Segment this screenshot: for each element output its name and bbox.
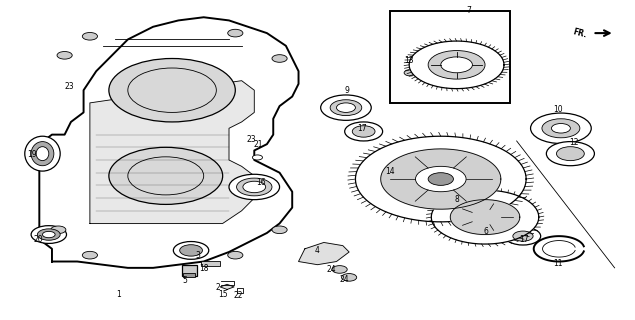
Bar [390,11,511,103]
Ellipse shape [25,136,60,171]
Text: 6: 6 [483,227,488,236]
Circle shape [441,57,472,73]
Text: 2: 2 [215,283,220,292]
Text: 1: 1 [116,290,121,299]
Text: 18: 18 [199,264,208,273]
Text: 11: 11 [553,259,563,268]
Circle shape [321,95,371,120]
Ellipse shape [505,227,540,245]
Circle shape [228,252,243,259]
Text: 16: 16 [256,178,265,187]
Text: 14: 14 [385,167,395,176]
Polygon shape [298,243,349,265]
Polygon shape [39,17,298,268]
Circle shape [228,29,243,37]
Text: 9: 9 [344,86,349,95]
Text: 8: 8 [454,195,459,204]
Circle shape [57,52,72,59]
Text: 24: 24 [326,265,336,274]
Circle shape [390,170,403,176]
Bar [201,260,220,266]
Ellipse shape [31,226,67,244]
Text: 17: 17 [519,236,529,244]
Text: FR.: FR. [572,27,587,39]
Circle shape [243,181,265,193]
Circle shape [428,173,453,185]
Text: 5: 5 [182,276,187,285]
Ellipse shape [37,229,60,240]
Circle shape [352,126,375,137]
Text: 4: 4 [315,246,320,255]
Bar [182,265,197,276]
Circle shape [404,69,417,76]
Ellipse shape [513,231,533,241]
Text: 23: 23 [65,82,74,91]
Ellipse shape [556,147,584,161]
Circle shape [272,55,287,62]
Circle shape [272,226,287,234]
Text: 13: 13 [404,56,414,65]
Text: 7: 7 [467,6,472,15]
Circle shape [332,266,347,273]
Circle shape [345,122,383,141]
Polygon shape [409,41,504,89]
Ellipse shape [531,113,591,143]
Circle shape [330,100,362,116]
Circle shape [109,59,236,122]
Ellipse shape [31,142,54,166]
Circle shape [237,178,272,196]
Polygon shape [431,190,538,244]
Circle shape [51,226,66,234]
Circle shape [252,155,262,160]
Bar [184,273,196,277]
Polygon shape [381,149,501,209]
Ellipse shape [542,119,580,138]
Polygon shape [220,284,234,289]
Ellipse shape [43,231,55,238]
Ellipse shape [546,142,594,166]
Circle shape [229,174,279,200]
Text: 19: 19 [27,150,37,159]
Text: 23: 23 [246,135,256,144]
Circle shape [83,32,98,40]
Text: 12: 12 [569,138,578,147]
Circle shape [342,274,357,281]
Polygon shape [356,136,526,222]
Text: 10: 10 [553,105,563,114]
Polygon shape [90,81,254,223]
Text: 20: 20 [33,236,43,244]
Text: 22: 22 [234,291,243,300]
Text: 15: 15 [218,290,227,299]
Text: 17: 17 [357,124,366,133]
Circle shape [180,245,203,256]
Circle shape [428,51,485,79]
Polygon shape [450,200,520,235]
Circle shape [173,242,209,259]
Circle shape [83,252,98,259]
Text: 21: 21 [253,140,263,149]
Circle shape [109,147,223,204]
Circle shape [415,166,466,192]
Circle shape [337,103,356,112]
Text: 24: 24 [339,276,349,284]
Text: 3: 3 [195,251,200,260]
Ellipse shape [551,124,570,133]
Ellipse shape [36,147,49,161]
